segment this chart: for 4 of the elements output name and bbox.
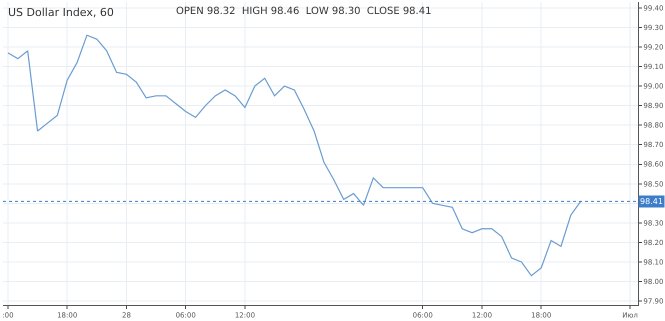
- ref-line-label: 98.41: [640, 197, 663, 206]
- line-series: [7, 34, 582, 276]
- annotation: OPEN 98.32 HIGH 98.46 LOW 98.30 CLOSE 98.41: [176, 6, 432, 17]
- chart-title: US Dollar Index, 60: [8, 6, 114, 19]
